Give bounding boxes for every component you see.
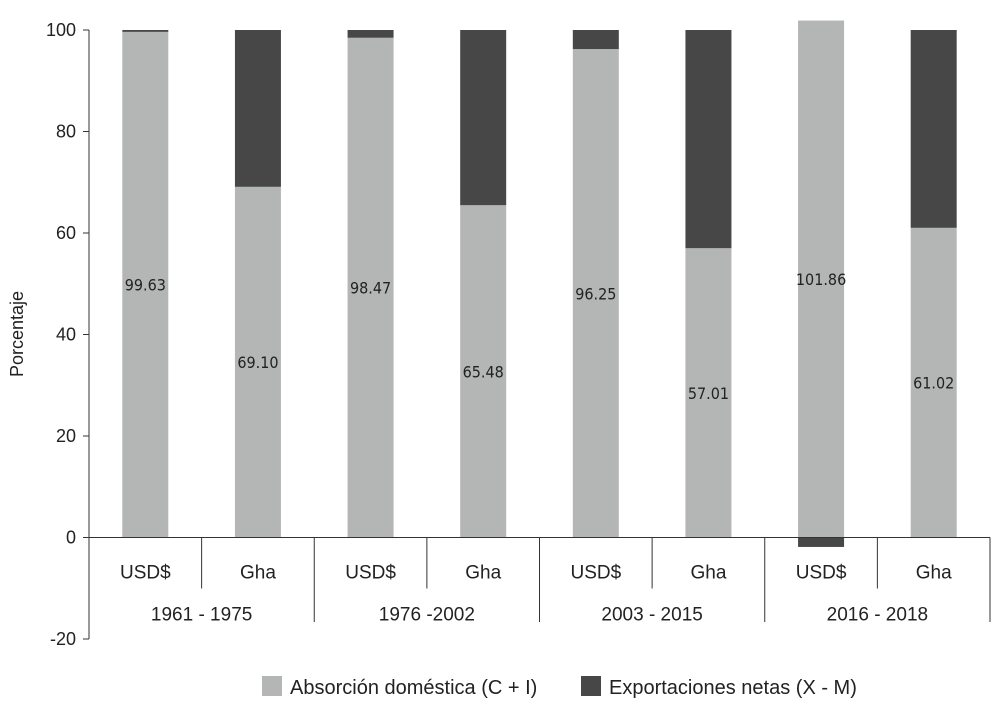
x-axis: USD$ Gha USD$ Gha USD$ Gha USD$ Gha 1961 - 1975 1…	[89, 537, 991, 626]
x-group-label: 2003 - 2015	[601, 605, 702, 626]
bar-segment-exportaciones	[685, 30, 732, 249]
bar-segment-absorcion	[572, 49, 619, 538]
x-category-label: USD$	[345, 563, 396, 584]
legend-label: Exportaciones netas (X - M)	[609, 677, 857, 699]
x-category-label: Gha	[916, 563, 952, 584]
bar-segment-exportaciones	[798, 537, 845, 547]
data-label: 69.10	[237, 353, 278, 372]
bar-segment-exportaciones	[910, 30, 957, 228]
legend: Absorción doméstica (C + I) Exportaciones…	[262, 676, 857, 699]
x-category-label: USD$	[120, 563, 171, 584]
x-group-label: 2016 - 2018	[827, 605, 928, 626]
y-tick-label: 20	[56, 426, 76, 446]
bar-segment-absorcion	[910, 227, 957, 538]
x-group-label: 1961 - 1975	[151, 605, 252, 626]
x-category-label: USD$	[796, 563, 847, 584]
x-category-label: Gha	[240, 563, 276, 584]
y-tick-label: -20	[50, 629, 76, 649]
data-label: 57.01	[688, 384, 729, 403]
data-label: 99.63	[125, 276, 166, 295]
bar-segment-exportaciones	[572, 30, 619, 50]
y-axis: 100 80 60 40 20 0 -20	[46, 20, 90, 649]
data-label: 61.02	[913, 374, 954, 393]
bar-segment-exportaciones	[122, 30, 169, 32]
bar-segment-absorcion	[122, 31, 169, 538]
bar-segment-absorcion	[234, 186, 281, 538]
data-label: 101.86	[796, 270, 846, 289]
y-tick-label: 0	[66, 528, 76, 548]
y-tick-label: 40	[56, 325, 76, 345]
bar-segment-absorcion	[685, 248, 732, 538]
bar-segment-absorcion	[798, 20, 845, 538]
legend-swatch	[581, 676, 601, 696]
x-category-label: Gha	[690, 563, 726, 584]
bars	[122, 20, 957, 547]
bar-segment-exportaciones	[347, 30, 394, 38]
x-category-label: Gha	[465, 563, 501, 584]
bar-segment-absorcion	[347, 37, 394, 538]
data-label: 96.25	[575, 284, 616, 303]
x-group-label: 1976 -2002	[379, 605, 475, 626]
x-category-label: USD$	[570, 563, 621, 584]
data-label: 98.47	[350, 279, 391, 298]
bar-segment-exportaciones	[460, 30, 507, 206]
value-labels: 99.63 69.10 98.47 65.48 96.25 57.01 101.86 61.0…	[125, 270, 955, 403]
bar-segment-exportaciones	[234, 30, 281, 187]
data-label: 65.48	[463, 362, 504, 381]
bar-segment-absorcion	[460, 205, 507, 538]
y-tick-label: 60	[56, 223, 76, 243]
y-tick-label: 100	[46, 20, 76, 40]
y-axis-label: Porcentaje	[7, 291, 27, 377]
y-tick-label: 80	[56, 122, 76, 142]
legend-swatch	[262, 676, 282, 696]
legend-label: Absorción doméstica (C + I)	[290, 677, 537, 699]
